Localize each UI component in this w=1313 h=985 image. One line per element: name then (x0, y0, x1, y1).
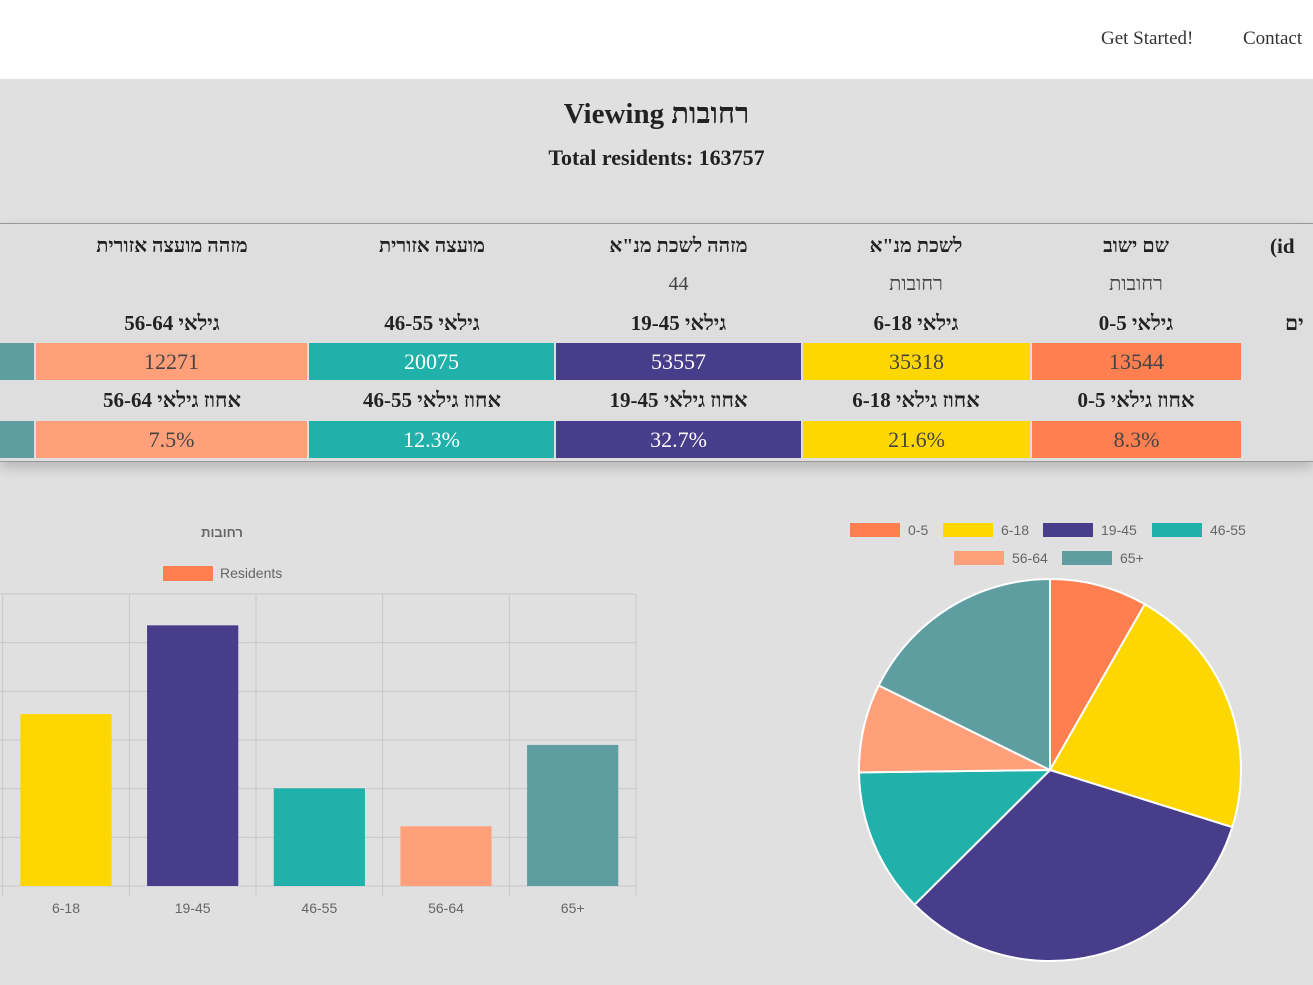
bar-xtick-19-45: 19-45 (175, 900, 211, 916)
header-block (0, 79, 1313, 223)
pie-slice-46-55 (858, 768, 1053, 907)
bar-xtick-46-55: 46-55 (301, 900, 337, 916)
value-mana-office: רחובות (889, 273, 943, 295)
bar-legend-label: Residents (220, 565, 282, 581)
header-age-19-45: גילאי 19-45 (630, 311, 727, 335)
top-navbar: Get Started! Contact (0, 0, 1313, 79)
contact-link[interactable]: Contact (1243, 28, 1303, 49)
pie-legend-swatch-0-5 (850, 523, 900, 537)
pct-age-0-5: 8.3% (1032, 421, 1241, 458)
info-table: מזהה מועצה אזורית מועצה אזורית מזהה לשכת… (0, 223, 1313, 462)
pie-legend-label-65+: 65+ (1120, 550, 1144, 566)
count-age-56-64: 12271 (36, 343, 307, 380)
count-65plus-partial (0, 343, 34, 380)
bar-19-45 (147, 625, 239, 886)
header-age-46-55: גילאי 46-55 (384, 311, 480, 335)
bar-legend-swatch (163, 566, 213, 581)
pie-legend-label-56-64: 56-64 (1012, 550, 1048, 566)
pie-legend-swatch-65+ (1062, 551, 1112, 565)
header-regional-council: מועצה אזורית (378, 235, 486, 257)
count-age-0-5: 13544 (1032, 343, 1241, 380)
count-age-19-45: 53557 (556, 343, 801, 380)
header-age-56-64: גילאי 56-64 (124, 311, 220, 335)
bar-xtick-65+: 65+ (561, 900, 585, 916)
pie-chart: 0-5 6-18 19-45 46-55 56-64 65+ (850, 522, 1246, 962)
pie-slice-6-18 (1048, 602, 1242, 829)
header-settlement-name: שם ישוב (1103, 235, 1169, 257)
bar-6-18 (20, 714, 112, 886)
bar-chart: רחובות Residents 6-18 19-45 46-55 56-64 65+ (0, 525, 637, 916)
pct-age-6-18: 21.6% (803, 421, 1030, 458)
charts-area: רחובות Residents 6-18 19-45 46-55 56-64 65+ 0-… (0, 461, 1313, 985)
pie-legend-swatch-46-55 (1152, 523, 1202, 537)
pie-legend-swatch-56-64 (954, 551, 1004, 565)
total-residents: Total residents: 163757 (548, 145, 765, 170)
header-age-6-18: גילאי 6-18 (873, 311, 959, 335)
bar-46-55 (273, 788, 365, 886)
header-pct-6-18: אחוז גילאי 6-18 (852, 388, 980, 412)
bar-65+ (527, 744, 619, 886)
bar-xtick-6-18: 6-18 (52, 900, 80, 916)
bar-chart-title: רחובות (201, 525, 243, 540)
header-regional-council-id: מזהה מועצה אזורית (96, 235, 248, 257)
header-age-0-5: גילאי 0-5 (1098, 311, 1174, 335)
count-age-46-55: 20075 (309, 343, 554, 380)
header-id: (id (1270, 234, 1295, 258)
header-age-65-partial: ים (1285, 311, 1304, 335)
page-title: Viewing רחובות (563, 98, 750, 130)
header-pct-56-64: אחוז גילאי 56-64 (103, 388, 241, 412)
pct-age-19-45: 32.7% (556, 421, 801, 458)
pie-legend-label-6-18: 6-18 (1001, 522, 1029, 538)
count-age-6-18: 35318 (803, 343, 1030, 380)
header-mana-office: לשכת מנ"א (869, 235, 963, 257)
header-pct-46-55: אחוז גילאי 46-55 (363, 388, 501, 412)
bar-xtick-56-64: 56-64 (428, 900, 464, 916)
value-mana-office-id: 44 (668, 273, 689, 295)
pie-legend-label-46-55: 46-55 (1210, 522, 1246, 538)
value-settlement-name: רחובות (1109, 273, 1163, 295)
bar-56-64 (400, 826, 492, 886)
pct-age-46-55: 12.3% (309, 421, 554, 458)
pie-slice-19-45 (913, 768, 1234, 962)
pie-legend-label-0-5: 0-5 (908, 522, 928, 538)
get-started-link[interactable]: Get Started! (1101, 28, 1194, 49)
pie-legend-swatch-6-18 (943, 523, 993, 537)
header-pct-19-45: אחוז גילאי 19-45 (609, 388, 748, 412)
pct-65plus-partial (0, 421, 34, 458)
pie-legend-label-19-45: 19-45 (1101, 522, 1137, 538)
pie-slice-65+ (877, 577, 1051, 772)
header-pct-0-5: אחוז גילאי 0-5 (1077, 388, 1195, 412)
pct-age-56-64: 7.5% (36, 421, 307, 458)
pie-legend-swatch-19-45 (1043, 523, 1093, 537)
header-mana-office-id: מזהה לשכת מנ"א (609, 235, 748, 257)
pie-slice-0-5 (1049, 577, 1147, 774)
